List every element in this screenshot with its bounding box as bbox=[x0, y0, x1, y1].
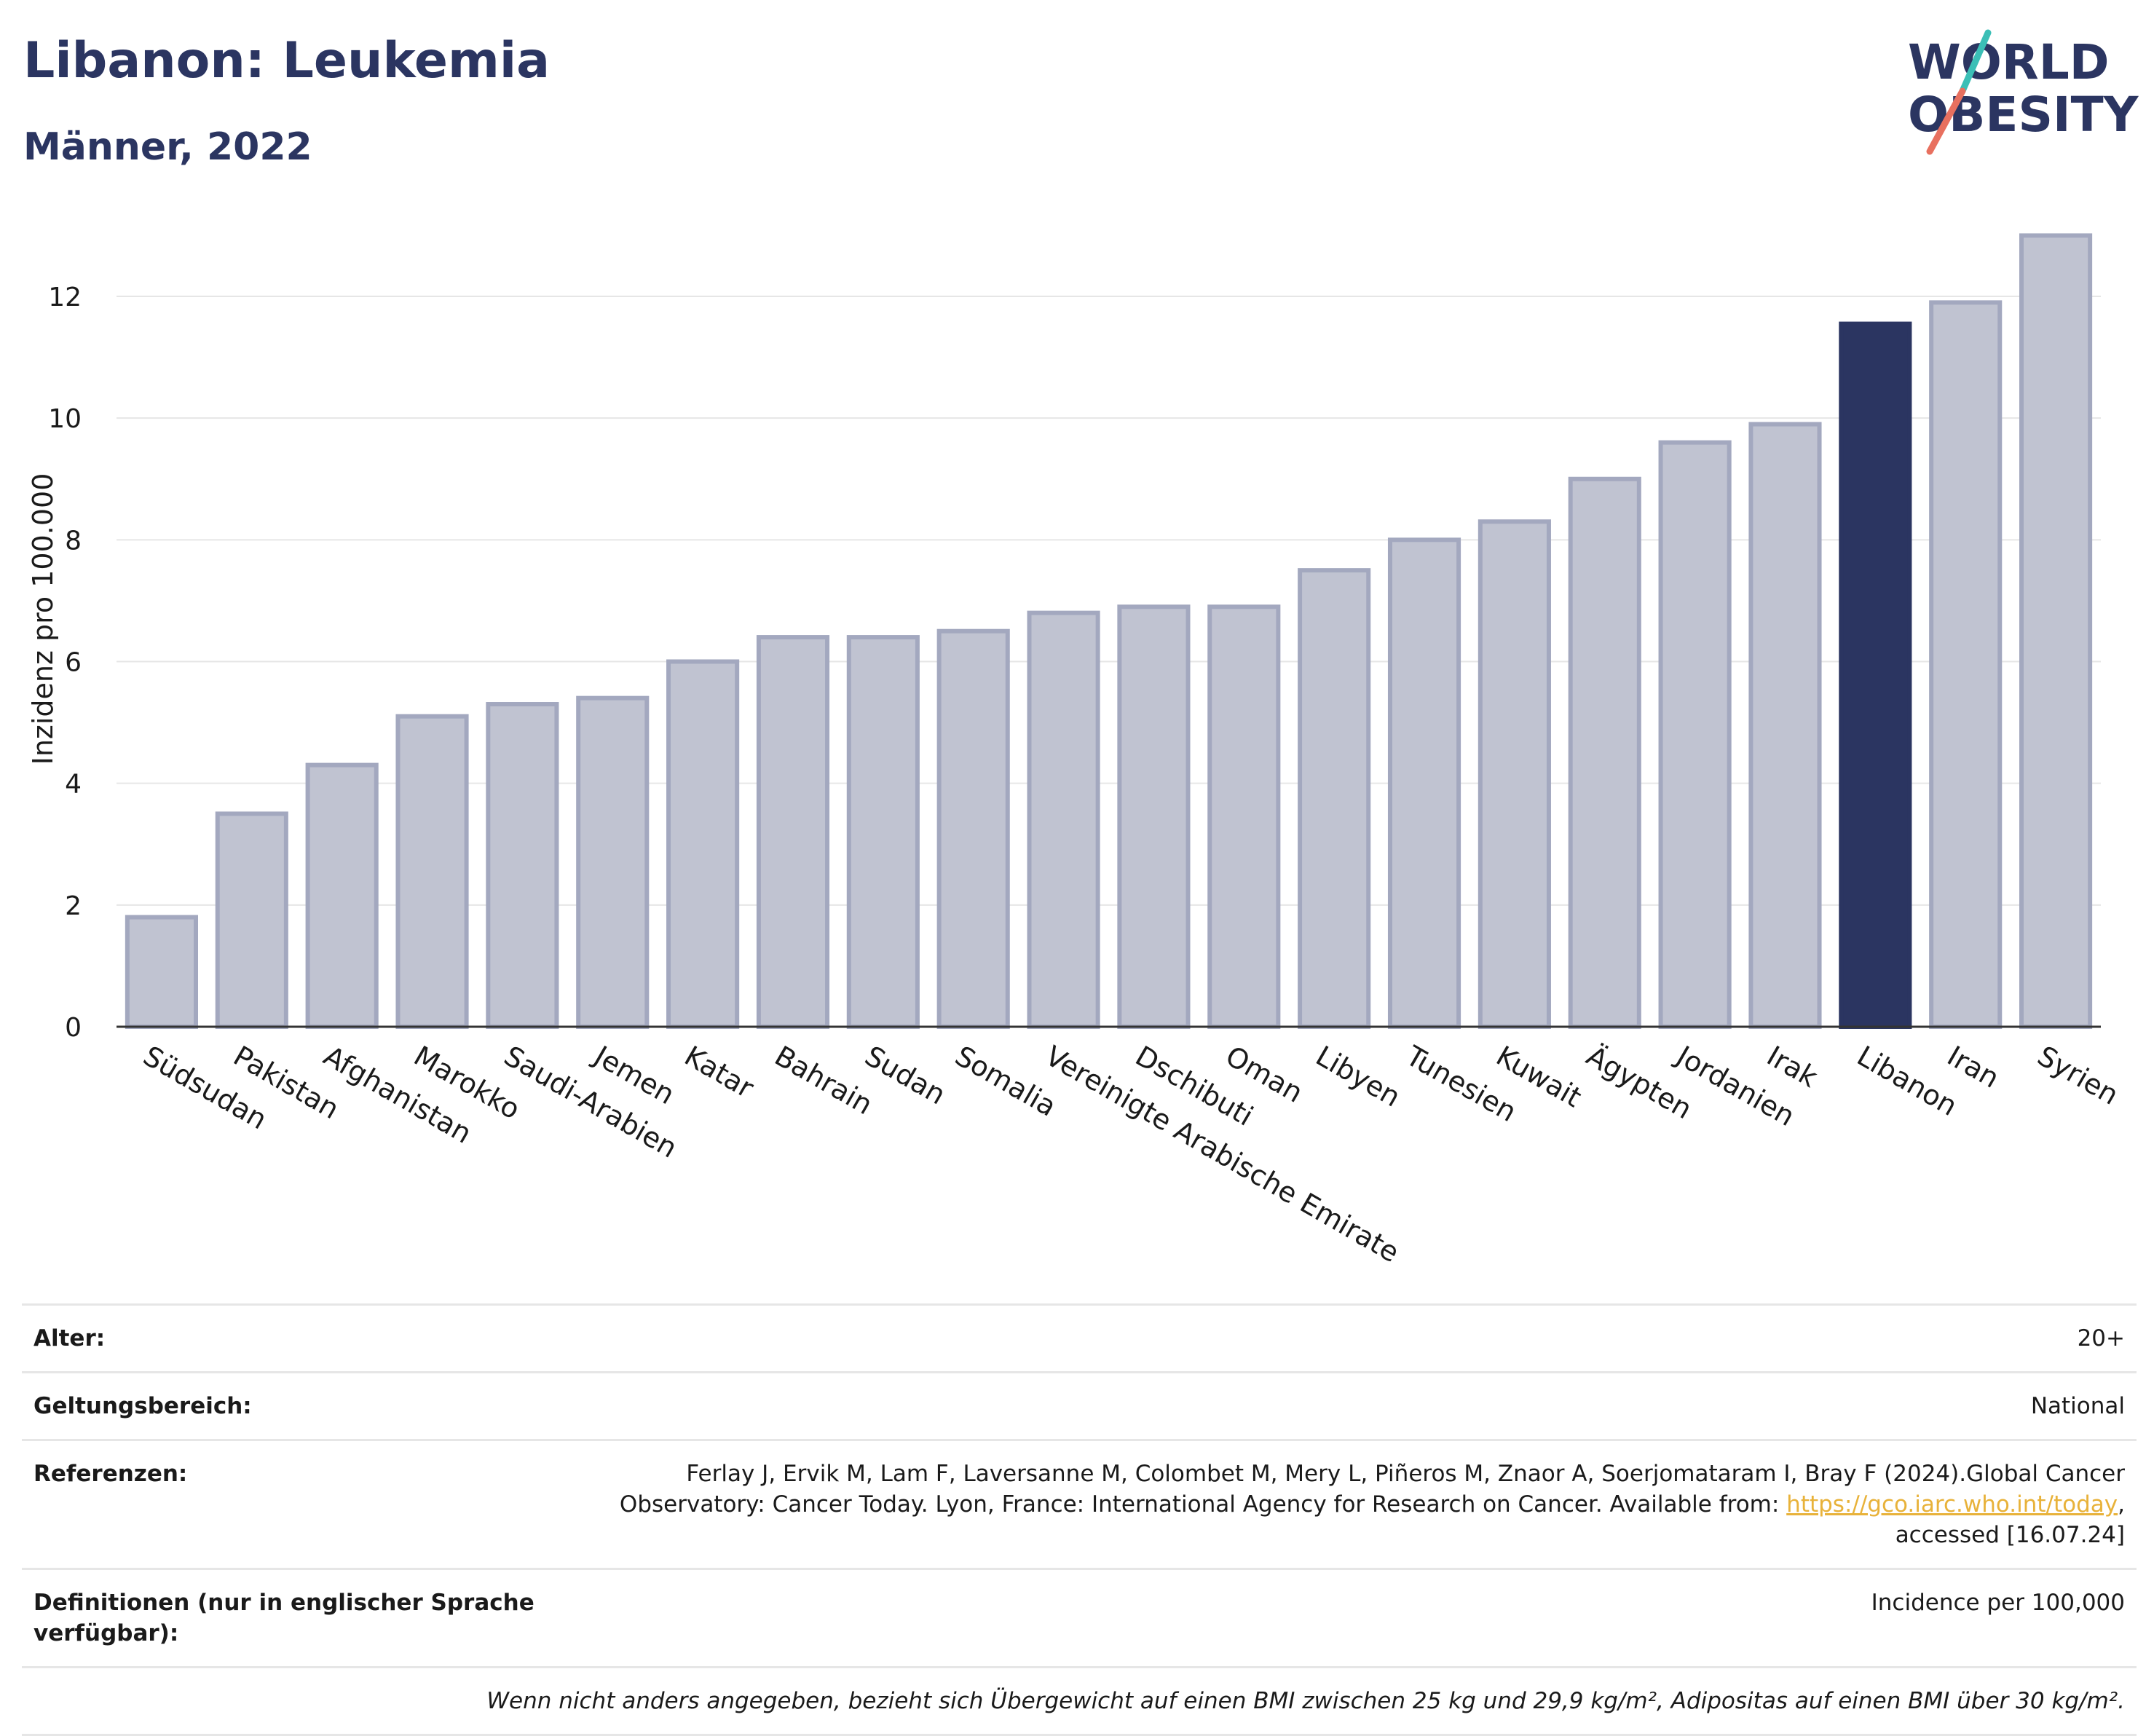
references-line2: Observatory: Cancer Today. Lyon, France:… bbox=[619, 1491, 1787, 1518]
meta-row-age: Alter: 20+ bbox=[22, 1303, 2137, 1373]
x-axis-labels: SüdsudanPakistanAfghanistanMarokkoSaudi-… bbox=[138, 1039, 2123, 1269]
bar bbox=[936, 628, 1010, 1029]
meta-row-footnote: Wenn nicht anders angegeben, bezieht sic… bbox=[22, 1666, 2137, 1736]
logo-slash-coral bbox=[1926, 87, 1966, 155]
bar bbox=[1478, 519, 1551, 1029]
x-tick-label: Libanon bbox=[1852, 1040, 1962, 1122]
references-text: Ferlay J, Ervik M, Lam F, Laversanne M, … bbox=[555, 1439, 2137, 1569]
y-tick-label: 4 bbox=[65, 770, 82, 800]
y-tick-label: 0 bbox=[65, 1013, 82, 1043]
x-tick-label: Bahrain bbox=[769, 1040, 877, 1121]
references-link[interactable]: https://gco.iarc.who.int/today bbox=[1786, 1491, 2118, 1518]
bar bbox=[1207, 604, 1281, 1029]
meta-value: National bbox=[555, 1371, 2137, 1440]
bar-chart: 0 2 4 6 8 10 12 SüdsudanPakistanAfghanistanMar… bbox=[27, 233, 2124, 1269]
meta-label: Geltungsbereich: bbox=[22, 1371, 555, 1440]
y-tick-label: 6 bbox=[65, 648, 82, 678]
bars bbox=[125, 233, 2093, 1030]
bar bbox=[666, 659, 740, 1029]
bar bbox=[125, 915, 198, 1029]
bar bbox=[2019, 233, 2093, 1029]
y-tick-label: 10 bbox=[48, 404, 82, 434]
x-tick-label: Libyen bbox=[1311, 1040, 1406, 1113]
bar bbox=[1298, 568, 1371, 1029]
bar bbox=[1748, 422, 1822, 1029]
bar bbox=[1027, 610, 1100, 1029]
y-tick-label: 8 bbox=[65, 526, 82, 556]
logo-line1: WORLD bbox=[1908, 34, 2110, 90]
bar bbox=[1929, 300, 2003, 1030]
bar bbox=[1117, 604, 1191, 1029]
bar bbox=[756, 635, 830, 1029]
footnote: Wenn nicht anders angegeben, bezieht sic… bbox=[22, 1666, 2137, 1736]
meta-label: Referenzen: bbox=[22, 1439, 555, 1569]
logo-slash-teal bbox=[1959, 29, 1992, 95]
page-subtitle: Männer, 2022 bbox=[23, 125, 312, 169]
y-axis-ticks: 0 2 4 6 8 10 12 bbox=[48, 283, 82, 1043]
bar bbox=[1658, 440, 1732, 1029]
bar bbox=[1568, 476, 1641, 1029]
x-tick-label: Irak bbox=[1762, 1040, 1823, 1094]
meta-value: Incidence per 100,000 bbox=[555, 1568, 2137, 1668]
meta-value: 20+ bbox=[555, 1303, 2137, 1373]
bar bbox=[215, 811, 288, 1029]
x-tick-label: Katar bbox=[679, 1040, 760, 1105]
bar bbox=[1839, 321, 1912, 1029]
world-obesity-logo: WORLD OBESITY bbox=[1908, 29, 2139, 155]
meta-row-references: Referenzen: Ferlay J, Ervik M, Lam F, La… bbox=[22, 1439, 2137, 1569]
bar bbox=[395, 714, 469, 1029]
y-axis-label: Inzidenz pro 100.000 bbox=[27, 473, 59, 765]
metadata-table: Alter: 20+ Geltungsbereich: National Ref… bbox=[22, 1303, 2137, 1736]
references-line3: , accessed [16.07.24] bbox=[1895, 1491, 2125, 1548]
y-tick-label: 12 bbox=[48, 283, 82, 312]
references-line1: Ferlay J, Ervik M, Lam F, Laversanne M, … bbox=[686, 1461, 2125, 1487]
meta-row-scope: Geltungsbereich: National bbox=[22, 1371, 2137, 1440]
page-title: Libanon: Leukemia bbox=[23, 32, 551, 90]
bar bbox=[576, 695, 650, 1030]
meta-label: Definitionen (nur in englischer Sprache … bbox=[22, 1568, 555, 1668]
bar bbox=[846, 635, 920, 1029]
x-tick-label: Iran bbox=[1942, 1040, 2005, 1094]
x-tick-label: Syrien bbox=[2032, 1040, 2124, 1111]
bar bbox=[305, 762, 379, 1030]
bar bbox=[486, 702, 559, 1030]
x-tick-label: Somalia bbox=[950, 1040, 1062, 1123]
bar bbox=[1387, 537, 1461, 1029]
meta-row-definitions: Definitionen (nur in englischer Sprache … bbox=[22, 1568, 2137, 1668]
y-tick-label: 2 bbox=[65, 891, 82, 921]
meta-label: Alter: bbox=[22, 1303, 555, 1373]
